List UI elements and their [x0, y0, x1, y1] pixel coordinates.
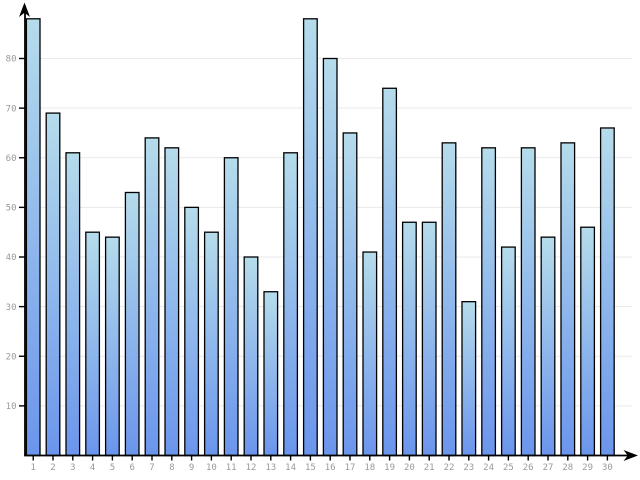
bar-10: [203, 231, 219, 457]
x-tick-label: 8: [169, 463, 174, 473]
x-tick-label: 24: [483, 463, 494, 473]
x-tick-label: 2: [50, 463, 55, 473]
x-tick-label: 20: [404, 463, 415, 473]
bar-25: [500, 246, 516, 457]
bar-3: [65, 152, 81, 457]
x-tick-label: 27: [543, 463, 554, 473]
bar-27: [540, 236, 556, 457]
bar-13: [263, 291, 279, 457]
axes-group: [19, 2, 638, 461]
bar-7: [144, 137, 160, 457]
bar-30: [599, 127, 615, 457]
x-tick-label: 10: [206, 463, 217, 473]
y-tick-label: 20: [6, 352, 17, 362]
x-tick-label: 18: [364, 463, 375, 473]
x-tick-label: 9: [189, 463, 194, 473]
y-tick-label: 40: [6, 253, 17, 263]
bar-2: [45, 112, 61, 457]
bars-group: [25, 18, 615, 457]
bar-18: [362, 251, 378, 457]
bar-17: [342, 132, 358, 457]
bar-1: [25, 18, 41, 457]
bar-14: [283, 152, 299, 457]
bar-16: [322, 57, 338, 457]
x-tick-label: 6: [129, 463, 134, 473]
x-tick-label: 5: [110, 463, 115, 473]
tick-marks-group: [19, 57, 609, 461]
bar-4: [85, 231, 101, 457]
x-tick-label: 19: [384, 463, 395, 473]
x-tick-label: 22: [444, 463, 455, 473]
x-tick-label: 1: [30, 463, 35, 473]
bar-26: [520, 147, 536, 457]
bar-22: [441, 142, 457, 457]
y-tick-label: 70: [6, 104, 17, 114]
y-tick-label: 60: [6, 154, 17, 164]
bar-5: [104, 236, 120, 457]
bar-11: [223, 157, 239, 457]
bar-28: [560, 142, 576, 457]
bar-15: [302, 18, 318, 457]
x-tick-label: 23: [463, 463, 474, 473]
y-tick-label: 10: [6, 402, 17, 412]
y-tick-label: 30: [6, 303, 17, 313]
x-tick-label: 26: [523, 463, 534, 473]
bar-24: [481, 147, 497, 457]
y-tick-label: 80: [6, 55, 17, 65]
y-tick-label: 50: [6, 204, 17, 214]
x-tick-label: 28: [562, 463, 573, 473]
x-tick-label: 4: [90, 463, 95, 473]
x-tick-label: 13: [265, 463, 276, 473]
x-tick-label: 29: [582, 463, 593, 473]
y-axis-arrow-icon: [19, 2, 30, 17]
bar-23: [461, 301, 477, 457]
x-axis-arrow-icon: [623, 450, 638, 461]
bar-19: [382, 87, 398, 457]
bar-20: [401, 221, 417, 457]
bar-8: [164, 147, 180, 457]
bar-9: [184, 206, 200, 457]
x-tick-label: 11: [226, 463, 237, 473]
x-tick-label: 14: [285, 463, 296, 473]
bar-6: [124, 191, 140, 457]
x-tick-label: 21: [424, 463, 435, 473]
x-tick-label: 25: [503, 463, 514, 473]
bar-12: [243, 256, 259, 457]
x-tick-label: 12: [246, 463, 257, 473]
x-tick-label: 17: [345, 463, 356, 473]
x-tick-label: 15: [305, 463, 316, 473]
x-tick-label: 30: [602, 463, 613, 473]
x-tick-label: 3: [70, 463, 75, 473]
x-tick-label: 7: [149, 463, 154, 473]
bar-29: [580, 226, 596, 457]
bar-21: [421, 221, 437, 457]
x-tick-label: 16: [325, 463, 336, 473]
